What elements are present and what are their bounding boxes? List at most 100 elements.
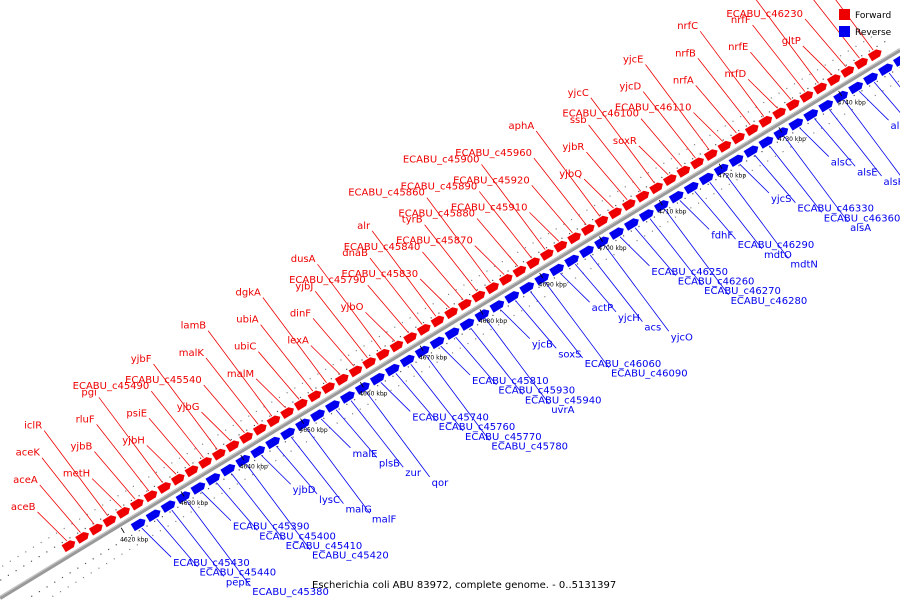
gene-label: pgi <box>81 387 96 398</box>
gene-arrow <box>799 91 814 103</box>
axis-dot <box>430 352 433 354</box>
axis-dot <box>882 90 884 92</box>
axis-dot <box>117 495 119 497</box>
axis-dot <box>148 476 150 478</box>
gene-label: gltP <box>782 36 801 47</box>
axis-dot <box>94 509 96 511</box>
gene-label: ECABU_c46330 <box>797 204 874 215</box>
axis-dot <box>646 221 648 223</box>
axis-dot <box>213 497 215 499</box>
axis-dot <box>759 165 761 167</box>
gene-label: malG <box>345 505 371 516</box>
gene-label: alsE <box>857 167 877 178</box>
axis-dot <box>299 396 302 399</box>
leader-line <box>478 191 532 259</box>
axis-dot <box>715 144 717 146</box>
gene-label: yjcE <box>623 54 644 65</box>
axis-dot <box>146 490 148 492</box>
axis-dot <box>605 258 607 260</box>
axis-dot <box>48 537 50 539</box>
axis-dot <box>63 527 65 530</box>
leader-line <box>804 18 847 67</box>
leader-line <box>750 51 792 101</box>
axis-dot <box>446 342 448 345</box>
axis-dot <box>722 139 724 141</box>
leader-line <box>424 224 478 292</box>
axis-dot <box>290 450 292 452</box>
leader-line <box>231 473 284 541</box>
gene-arrow <box>354 382 370 395</box>
leader-line <box>814 118 856 167</box>
axis-dot <box>884 41 886 43</box>
gene-arrow <box>489 300 505 313</box>
gene-label: yjbJ <box>295 281 313 292</box>
axis-dot <box>613 253 615 256</box>
kbp-tick-mark <box>300 418 304 424</box>
gene-arrow <box>788 118 804 131</box>
axis-dot <box>461 298 463 300</box>
gene-arrow <box>743 145 759 158</box>
axis-dot <box>791 97 794 99</box>
axis-dot <box>353 364 355 366</box>
axis-dot <box>69 572 71 574</box>
kbp-tick-label: 4720 kbp <box>718 172 746 179</box>
axis-dot <box>736 179 738 181</box>
axis-dot <box>524 247 527 249</box>
axis-dot <box>248 415 250 417</box>
axis-dot <box>801 78 803 80</box>
axis-dot <box>499 275 502 277</box>
axis-dot <box>738 130 740 132</box>
legend-reverse-label: Reverse <box>855 28 892 38</box>
axis-dot <box>221 492 223 494</box>
axis-dot <box>438 312 440 314</box>
axis-dot <box>190 511 192 513</box>
axis-dot <box>784 101 786 104</box>
axis-dot <box>744 174 746 176</box>
axis-dot <box>75 581 77 583</box>
axis-dot <box>586 209 588 211</box>
gene-label: dusA <box>291 254 316 265</box>
axis-dot <box>845 99 848 101</box>
leader-line <box>365 311 396 342</box>
leader-line <box>545 282 610 368</box>
axis-dot <box>532 242 534 244</box>
gene-label: alr <box>357 221 371 232</box>
leader-line <box>426 197 491 284</box>
axis-dot <box>745 125 747 127</box>
gene-label: nrfB <box>675 48 696 59</box>
axis-dot <box>54 581 56 583</box>
axis-dot <box>876 45 878 47</box>
gene-arrow <box>731 132 745 145</box>
leader-line <box>380 382 411 412</box>
axis-dot <box>740 115 742 118</box>
axis-dot <box>861 90 863 92</box>
axis-dot <box>651 230 654 232</box>
gene-label: nrfE <box>728 42 748 53</box>
axis-dot <box>84 562 87 565</box>
gene-arrow <box>225 440 240 453</box>
axis-dot <box>576 263 579 265</box>
leader-line <box>419 278 450 309</box>
gene-label: ECABU_c45410 <box>286 541 363 552</box>
axis-dot <box>430 317 432 319</box>
leader-line <box>813 0 860 59</box>
gene-label: yjcS <box>771 194 792 205</box>
axis-dot <box>782 151 784 153</box>
gene-arrow <box>594 236 609 249</box>
gene-arrow <box>668 191 684 204</box>
axis-dot <box>230 438 232 441</box>
kbp-tick-label: 4620 kbp <box>120 536 148 543</box>
gene-arrow <box>88 523 103 536</box>
axis-dot <box>584 223 586 225</box>
kbp-tick-mark <box>718 163 723 170</box>
gene-label: ECABU_c45880 <box>398 209 475 220</box>
gene-label: ECABU_c45740 <box>412 412 489 423</box>
axis-dot <box>715 179 717 181</box>
axis-dot <box>482 333 484 335</box>
axis-dot <box>799 92 801 94</box>
axis-dot <box>367 403 369 405</box>
axis-dot <box>830 108 832 111</box>
axis-dot <box>609 195 611 197</box>
leader-line <box>515 300 557 349</box>
gene-arrow <box>785 99 800 112</box>
